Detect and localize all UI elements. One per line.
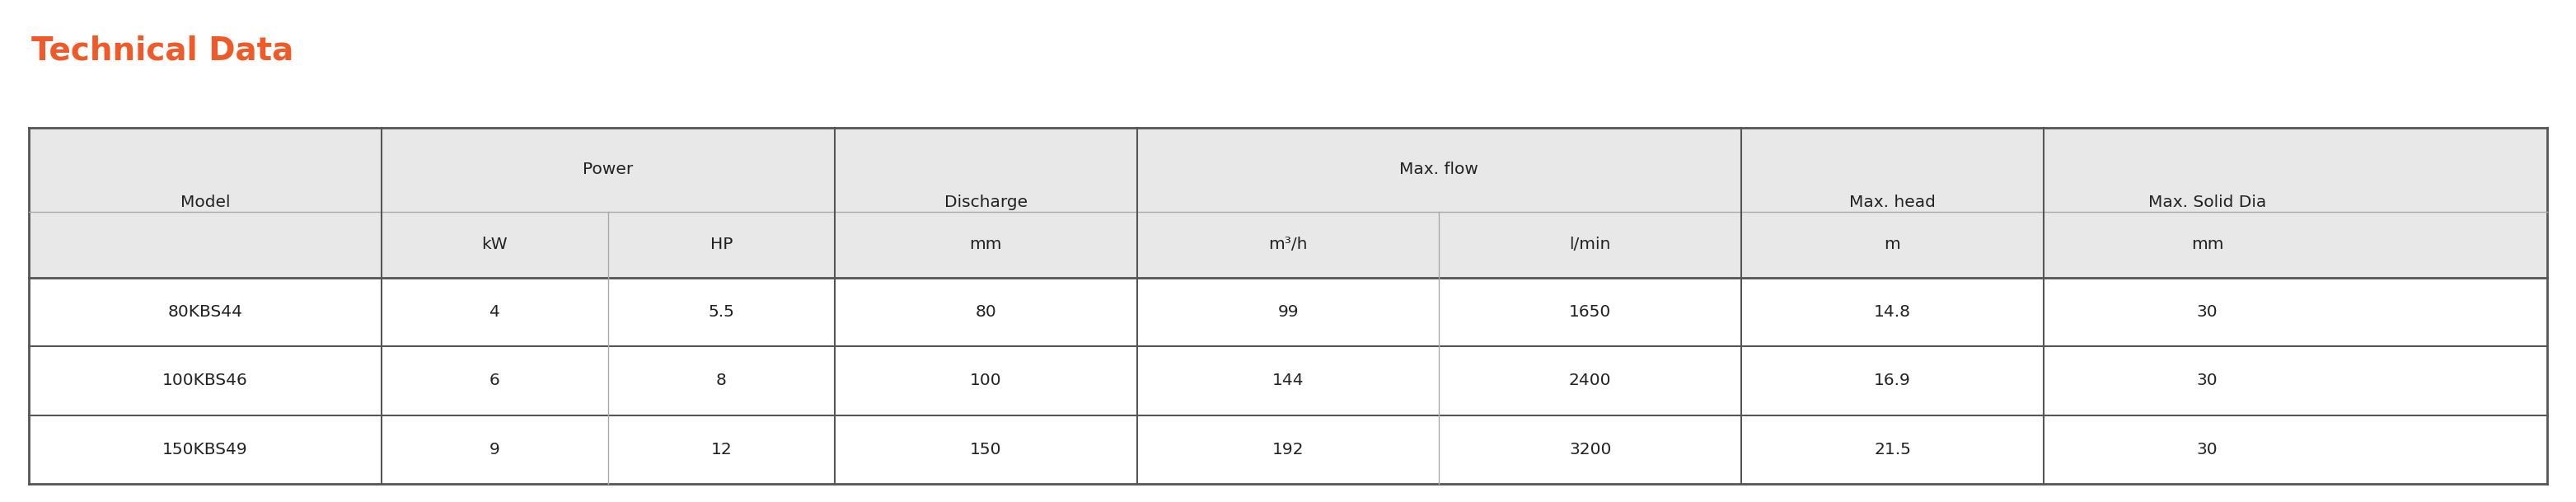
Text: Max. head: Max. head — [1850, 195, 1935, 210]
Text: 21.5: 21.5 — [1873, 442, 1911, 457]
Text: 1650: 1650 — [1569, 304, 1613, 320]
Text: mm: mm — [969, 236, 1002, 253]
Text: 14.8: 14.8 — [1873, 304, 1911, 320]
Text: l/min: l/min — [1569, 236, 1610, 253]
Text: 150KBS49: 150KBS49 — [162, 442, 247, 457]
Text: 192: 192 — [1273, 442, 1303, 457]
Text: 3200: 3200 — [1569, 442, 1613, 457]
Text: 30: 30 — [2197, 373, 2218, 389]
Text: 100: 100 — [971, 373, 1002, 389]
Text: 6: 6 — [489, 373, 500, 389]
Text: 30: 30 — [2197, 442, 2218, 457]
Text: kW: kW — [482, 236, 507, 253]
Text: Power: Power — [582, 162, 634, 178]
Text: mm: mm — [2192, 236, 2223, 253]
Text: 8: 8 — [716, 373, 726, 389]
Text: Discharge: Discharge — [945, 195, 1028, 210]
Text: Model: Model — [180, 195, 229, 210]
Text: Max. flow: Max. flow — [1399, 162, 1479, 178]
Text: 12: 12 — [711, 442, 732, 457]
Text: 5.5: 5.5 — [708, 304, 734, 320]
Text: 2400: 2400 — [1569, 373, 1613, 389]
Text: 30: 30 — [2197, 304, 2218, 320]
Text: 144: 144 — [1273, 373, 1303, 389]
Text: 80: 80 — [976, 304, 997, 320]
Text: Max. Solid Dia: Max. Solid Dia — [2148, 195, 2267, 210]
Text: 100KBS46: 100KBS46 — [162, 373, 247, 389]
Text: HP: HP — [711, 236, 732, 253]
Text: m³/h: m³/h — [1267, 236, 1309, 253]
Text: 80KBS44: 80KBS44 — [167, 304, 242, 320]
Text: 16.9: 16.9 — [1873, 373, 1911, 389]
Text: 150: 150 — [971, 442, 1002, 457]
Text: 9: 9 — [489, 442, 500, 457]
Text: 4: 4 — [489, 304, 500, 320]
Text: Technical Data: Technical Data — [31, 35, 294, 66]
Text: 99: 99 — [1278, 304, 1298, 320]
Text: m: m — [1883, 236, 1901, 253]
